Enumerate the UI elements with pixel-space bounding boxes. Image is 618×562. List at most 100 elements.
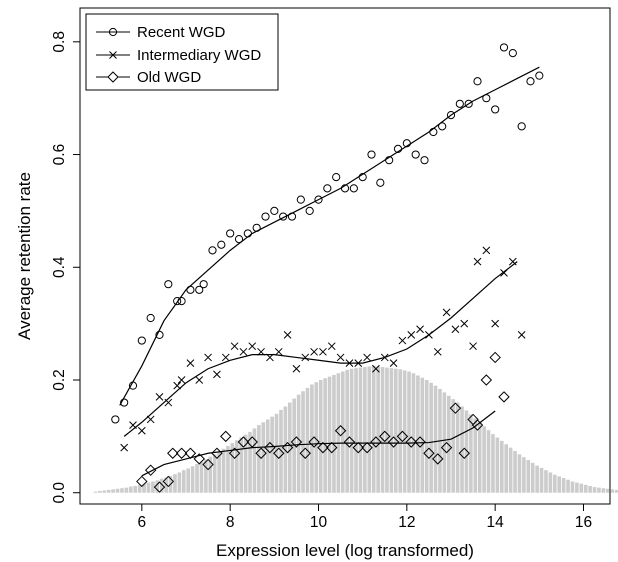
x-tick-label: 10 (310, 514, 328, 531)
histogram-bar (424, 380, 429, 493)
histogram-bar (296, 394, 301, 493)
histogram-bar (274, 413, 279, 493)
histogram-bar (323, 378, 327, 493)
point-intermediary-wgd (482, 246, 491, 255)
histogram-bar (340, 371, 345, 493)
point-recent-wgd (173, 296, 182, 306)
point-recent-wgd (464, 99, 473, 108)
histogram-bar (605, 488, 610, 493)
point-old-wgd (162, 475, 175, 488)
histogram-bar (261, 422, 266, 493)
point-intermediary-wgd (327, 342, 336, 351)
histogram-bar (181, 470, 186, 493)
histogram-bar (566, 479, 570, 493)
point-intermediary-wgd (274, 347, 283, 356)
point-recent-wgd (279, 212, 288, 221)
histogram-bar (287, 402, 292, 493)
point-recent-wgd (111, 415, 120, 424)
point-recent-wgd (482, 94, 491, 103)
histogram (93, 365, 618, 493)
point-intermediary-wgd (266, 353, 274, 362)
point-old-wgd (361, 441, 373, 454)
point-intermediary-wgd (137, 426, 146, 435)
histogram-bar (305, 387, 310, 493)
point-recent-wgd (261, 212, 270, 221)
point-old-wgd (423, 447, 435, 459)
legend-marker-intermediary-wgd (109, 51, 117, 59)
point-intermediary-wgd (257, 347, 265, 356)
histogram-bar (137, 484, 142, 493)
point-old-wgd (281, 441, 294, 454)
point-intermediary-wgd (239, 347, 248, 356)
point-old-wgd (290, 436, 303, 448)
point-recent-wgd (340, 184, 350, 193)
y-tick-label: 0.2 (51, 369, 68, 391)
histogram-bar (402, 370, 407, 493)
point-intermediary-wgd (129, 421, 137, 429)
point-recent-wgd (385, 156, 394, 165)
point-intermediary-wgd (204, 353, 212, 362)
histogram-bar (173, 474, 177, 493)
trend-line-recent-wgd (119, 66, 540, 406)
trend-line-old-wgd (141, 410, 496, 477)
histogram-bar (614, 489, 618, 493)
point-recent-wgd (517, 122, 526, 131)
histogram-bar (234, 440, 239, 493)
point-recent-wgd (508, 48, 517, 58)
point-intermediary-wgd (248, 342, 257, 351)
point-recent-wgd (128, 381, 138, 390)
histogram-bar (539, 467, 544, 493)
histogram-bar (460, 406, 464, 493)
histogram-bar (535, 465, 539, 493)
histogram-bar (314, 382, 319, 493)
y-tick-label: 0.6 (51, 144, 68, 166)
point-recent-wgd (226, 229, 235, 238)
histogram-bar (164, 477, 168, 493)
histogram-bar (301, 391, 305, 493)
histogram-bar (106, 489, 111, 493)
point-recent-wgd (155, 330, 164, 340)
legend-entry-intermediary-wgd: Intermediary WGD (96, 47, 261, 64)
histogram-bar (332, 374, 336, 493)
histogram-bar (133, 485, 138, 493)
x-tick-label: 6 (138, 514, 147, 531)
x-tick-label: 16 (575, 514, 592, 531)
point-old-wgd (264, 441, 276, 454)
histogram-bar (279, 409, 283, 493)
histogram-bar (385, 367, 389, 493)
point-old-wgd (379, 430, 391, 443)
point-old-wgd (228, 447, 241, 459)
point-old-wgd (144, 464, 157, 476)
point-old-wgd (489, 351, 501, 364)
point-intermediary-wgd (310, 347, 318, 356)
point-recent-wgd (323, 184, 332, 193)
point-old-wgd (498, 391, 510, 403)
histogram-bar (243, 434, 248, 493)
histogram-bar (393, 368, 398, 493)
histogram-bar (195, 463, 199, 493)
histogram-bar (561, 478, 566, 493)
histogram-bar (420, 377, 425, 493)
x-tick-label: 14 (487, 514, 505, 531)
point-intermediary-wgd (319, 347, 327, 356)
point-recent-wgd (491, 105, 500, 114)
point-old-wgd (432, 453, 444, 465)
histogram-bar (358, 367, 363, 493)
histogram-bar (455, 402, 460, 493)
histogram-bar (482, 426, 486, 493)
histogram-bar (128, 486, 133, 493)
point-intermediary-wgd (195, 376, 204, 384)
histogram-bar (208, 456, 213, 493)
point-intermediary-wgd (389, 359, 398, 367)
point-intermediary-wgd (173, 381, 182, 390)
point-recent-wgd (367, 150, 376, 159)
data-points (111, 43, 544, 493)
point-old-wgd (273, 447, 285, 459)
histogram-bar (371, 365, 376, 493)
point-recent-wgd (332, 172, 341, 182)
point-intermediary-wgd (230, 342, 239, 351)
histogram-bar (354, 368, 358, 493)
point-intermediary-wgd (301, 353, 310, 362)
point-recent-wgd (186, 285, 195, 294)
histogram-bar (363, 367, 367, 493)
